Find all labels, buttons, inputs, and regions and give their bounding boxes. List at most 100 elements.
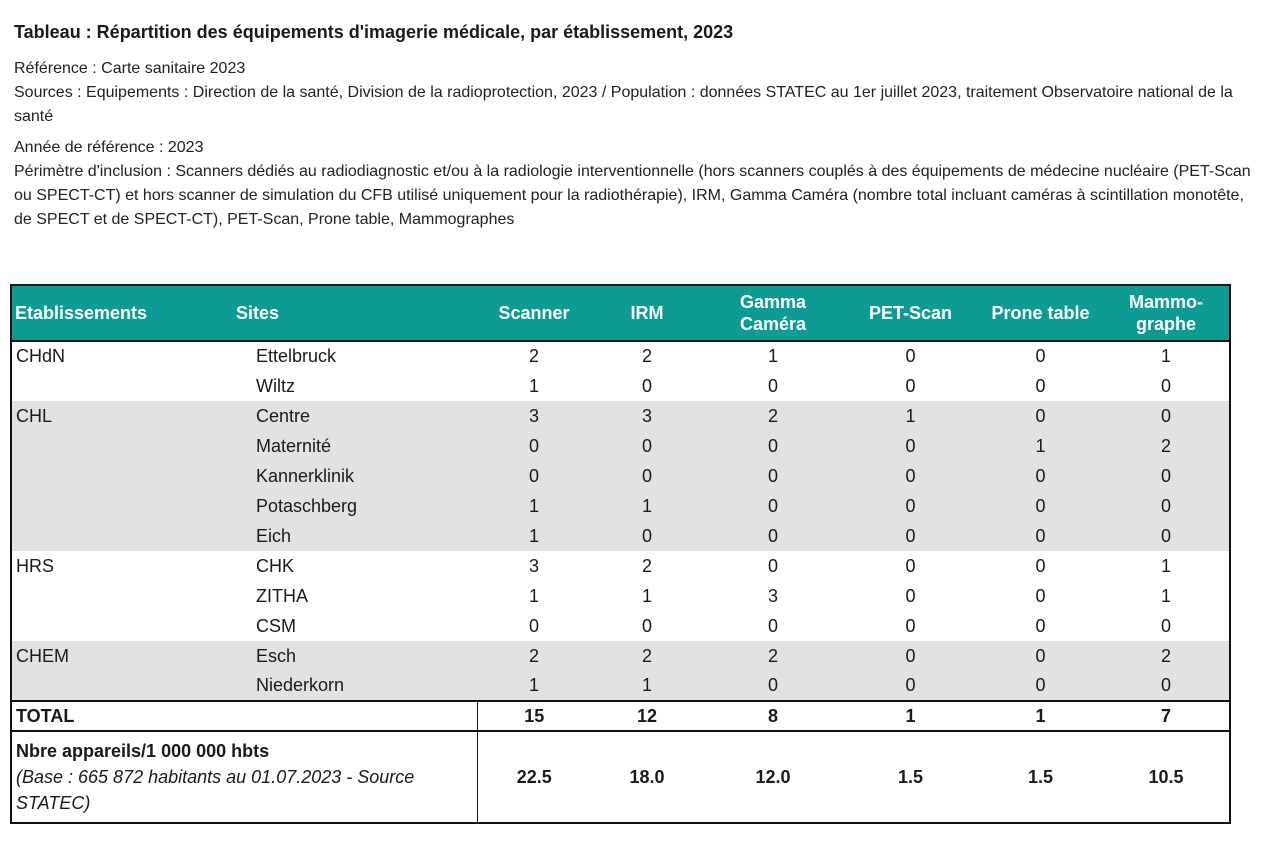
cell-prone: 0 [1035,585,1046,606]
rate-label-cell: Nbre appareils/1 000 000 hbts (Base : 66… [10,731,478,824]
cell-irm: 0 [641,615,652,636]
cell-mammo: 1 [1103,551,1231,581]
cell-site: Centre [232,401,477,431]
header-gamma-line1: Gamma [739,292,807,312]
rate-prone: 1.5 [978,731,1103,824]
cell-etablissement: CHdN [10,341,232,371]
header-sites: Sites [232,284,477,342]
cell-gamma: 3 [767,585,778,606]
cell-prone: 0 [978,491,1103,521]
cell-etablissement [10,491,232,521]
cell-pet: 0 [843,671,978,701]
cell-site: Ettelbruck [256,346,337,366]
inclusion-scope-text: Périmètre d'inclusion : Scanners dédiés … [14,163,1251,228]
cell-irm: 2 [641,346,652,366]
cell-etablissement: CHL [10,401,232,431]
rate-irm: 18.0 [591,731,703,824]
cell-site: ZITHA [256,585,308,606]
rate-gamma: 12.0 [703,731,843,824]
header-pet-scan: PET-Scan [843,284,978,342]
table-row: Wiltz 1 0 0 0 0 0 [10,371,1231,401]
cell-gamma: 0 [767,615,778,636]
cell-mammo: 0 [1103,461,1231,491]
table-summary: TOTAL 15 12 8 1 1 7 Nbre appareils/1 000… [10,700,1231,824]
cell-mammo: 0 [1103,611,1231,641]
cell-gamma: 1 [767,346,778,366]
cell-pet: 0 [905,346,916,366]
cell-site: Maternité [232,431,477,461]
cell-prone: 0 [1035,615,1046,636]
cell-scanner: 3 [528,555,539,576]
cell-irm: 0 [591,521,703,551]
cell-mammo: 0 [1103,371,1231,401]
cell-scanner: 0 [528,615,539,636]
header-irm: IRM [591,284,703,342]
header-gamma-line2: Caméra [739,314,807,334]
cell-mammo: 1 [1103,341,1231,371]
cell-scanner: 2 [528,346,539,366]
table-row: CHEM Esch 2 2 2 0 0 2 [10,641,1231,671]
cell-etablissement [10,371,232,401]
cell-prone: 0 [1035,346,1046,366]
cell-etablissement [10,581,232,611]
cell-pet: 1 [843,401,978,431]
cell-site: Potaschberg [232,491,477,521]
total-gamma: 8 [703,700,843,732]
cell-pet: 0 [843,431,978,461]
cell-scanner: 0 [477,461,591,491]
total-scanner: 15 [477,700,591,732]
total-prone: 1 [978,700,1103,732]
table-row: Maternité 0 0 0 0 1 2 [10,431,1231,461]
cell-irm: 0 [591,461,703,491]
header-prone-table: Prone table [978,284,1103,342]
table-row: HRS CHK 3 2 0 0 0 1 [10,551,1231,581]
table-row: Niederkorn 1 1 0 0 0 0 [10,671,1231,701]
total-irm: 12 [591,700,703,732]
cell-pet: 0 [905,375,916,396]
cell-prone: 0 [1035,555,1046,576]
cell-scanner: 1 [528,585,539,606]
cell-etablissement [10,461,232,491]
cell-pet: 0 [905,555,916,576]
header-mammo-line2: graphe [1135,314,1196,334]
header-mammo-line1: Mammo- [1128,292,1203,312]
rate-mammo: 10.5 [1103,731,1231,824]
cell-pet: 0 [905,615,916,636]
meta-scope-block: Année de référence : 2023 Périmètre d'in… [14,136,1254,232]
header-mammographe: Mammo- graphe [1103,284,1231,342]
cell-gamma: 2 [703,401,843,431]
cell-irm: 0 [641,375,652,396]
meta-sources-block: Référence : Carte sanitaire 2023 Sources… [14,57,1254,129]
cell-prone: 0 [1035,375,1046,396]
cell-site: Esch [232,641,477,671]
table-body: CHdN Ettelbruck 2 2 1 0 0 1 Wiltz 1 0 0 0 0 0 CHL Centre… [10,341,1231,701]
table-row: ZITHA 1 1 3 0 0 1 [10,581,1231,611]
cell-gamma: 0 [703,521,843,551]
equipment-table: Etablissements Sites Scanner IRM Gamma C… [10,284,1231,824]
table-row: CHL Centre 3 3 2 1 0 0 [10,401,1231,431]
cell-etablissement [10,521,232,551]
rate-title: Nbre appareils/1 000 000 hbts [16,741,270,761]
cell-mammo: 2 [1103,641,1231,671]
table-row: CSM 0 0 0 0 0 0 [10,611,1231,641]
cell-scanner: 1 [477,521,591,551]
cell-mammo: 0 [1103,671,1231,701]
total-pet: 1 [843,700,978,732]
cell-scanner: 1 [528,375,539,396]
cell-prone: 0 [978,401,1103,431]
table-row: CHdN Ettelbruck 2 2 1 0 0 1 [10,341,1231,371]
cell-irm: 0 [591,431,703,461]
cell-pet: 0 [905,585,916,606]
cell-site: Wiltz [256,375,295,396]
sources-text: Sources : Equipements : Direction de la … [14,84,1233,125]
rate-row: Nbre appareils/1 000 000 hbts (Base : 66… [10,731,1231,824]
cell-prone: 0 [978,461,1103,491]
cell-gamma: 0 [767,375,778,396]
cell-scanner: 0 [477,431,591,461]
cell-gamma: 0 [703,461,843,491]
cell-site: CHK [256,555,295,576]
cell-gamma: 2 [703,641,843,671]
cell-pet: 0 [843,521,978,551]
cell-gamma: 0 [703,431,843,461]
cell-etablissement: HRS [10,551,232,581]
